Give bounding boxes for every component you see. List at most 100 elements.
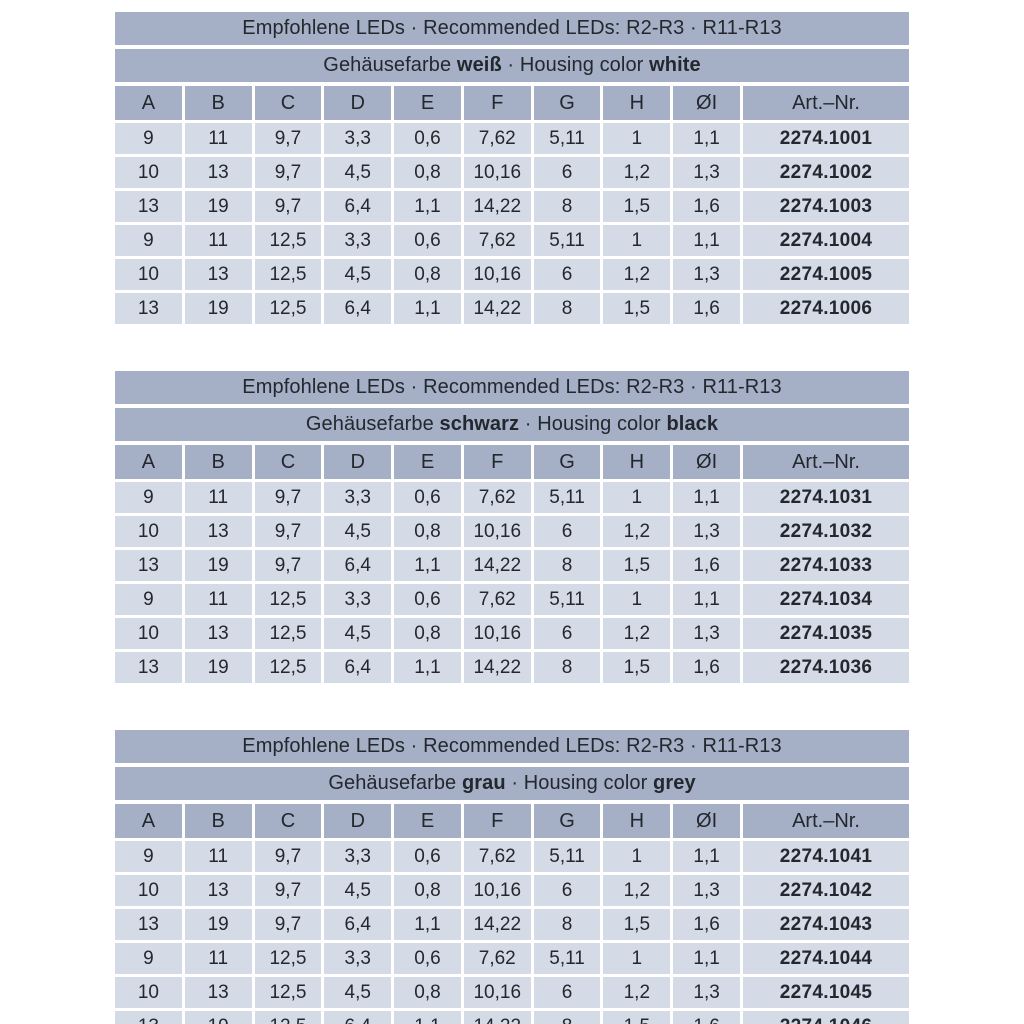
table-cell: 10 — [115, 259, 182, 290]
table-cell: 1,1 — [394, 1011, 461, 1024]
article-number-cell: 2274.1043 — [743, 909, 909, 940]
table-cell: 1 — [603, 841, 671, 872]
table-cell: 0,6 — [394, 482, 461, 513]
table-row: 10 13 9,7 4,5 0,8 10,16 6 1,2 1,3 2274.1042 — [115, 875, 909, 906]
table-cell: 0,6 — [394, 841, 461, 872]
column-header-h: H — [603, 804, 671, 838]
table-cell: 13 — [115, 550, 182, 581]
table-cell: 8 — [533, 1011, 601, 1024]
table-cell: 0,6 — [394, 123, 461, 154]
table-cell: 7,62 — [463, 123, 531, 154]
column-header-h: H — [603, 445, 671, 479]
table-row: 13 19 12,5 6,4 1,1 14,22 8 1,5 1,6 2274.1036 — [115, 652, 909, 683]
table-cell: 9 — [115, 225, 182, 256]
table-cell: 1,1 — [394, 909, 461, 940]
table-subtitle: Gehäusefarbe schwarz · Housing color bla… — [115, 408, 909, 441]
table-cell: 1,5 — [603, 191, 671, 222]
article-number-cell: 2274.1034 — [743, 584, 909, 615]
table-cell: 4,5 — [324, 875, 392, 906]
table-row: 13 19 9,7 6,4 1,1 14,22 8 1,5 1,6 2274.1043 — [115, 909, 909, 940]
table-cell: 10,16 — [463, 516, 531, 547]
article-number-cell: 2274.1031 — [743, 482, 909, 513]
table-row: 9 11 12,5 3,3 0,6 7,62 5,11 1 1,1 2274.1004 — [115, 225, 909, 256]
table-row: 9 11 9,7 3,3 0,6 7,62 5,11 1 1,1 2274.1031 — [115, 482, 909, 513]
table-cell: 19 — [184, 191, 252, 222]
table-cell: 12,5 — [254, 618, 322, 649]
table-cell: 9,7 — [254, 482, 322, 513]
table-title: Empfohlene LEDs · Recommended LEDs: R2-R… — [115, 12, 909, 45]
table-cell: 1,5 — [603, 550, 671, 581]
column-header-a: A — [115, 86, 182, 120]
table-cell: 1,3 — [673, 259, 740, 290]
table-cell: 4,5 — [324, 259, 392, 290]
column-header-c: C — [254, 804, 322, 838]
subtitle-text: · Housing color — [519, 413, 667, 435]
subtitle-text: Gehäusefarbe — [305, 413, 440, 435]
column-header-b: B — [184, 86, 252, 120]
table-cell: 13 — [184, 618, 252, 649]
table-cell: 11 — [184, 943, 252, 974]
table-cell: 6 — [533, 259, 601, 290]
table-cell: 6 — [533, 618, 601, 649]
tables-container: Empfohlene LEDs · Recommended LEDs: R2-R… — [115, 12, 909, 1024]
table-cell: 12,5 — [254, 225, 322, 256]
table-cell: 0,8 — [394, 516, 461, 547]
table-row: 13 19 9,7 6,4 1,1 14,22 8 1,5 1,6 2274.1003 — [115, 191, 909, 222]
table-cell: 0,8 — [394, 157, 461, 188]
table-cell: 1,1 — [394, 191, 461, 222]
table-cell: 12,5 — [254, 1011, 322, 1024]
table-cell: 5,11 — [533, 943, 601, 974]
subtitle-text: Gehäusefarbe — [328, 772, 462, 794]
table-cell: 1,6 — [673, 191, 740, 222]
table-cell: 19 — [184, 909, 252, 940]
table-cell: 9,7 — [254, 516, 322, 547]
column-header-a: A — [115, 804, 182, 838]
table-row: 9 11 9,7 3,3 0,6 7,62 5,11 1 1,1 2274.1001 — [115, 123, 909, 154]
column-header-g: G — [533, 804, 601, 838]
table-cell: 10 — [115, 618, 182, 649]
table-row: 9 11 9,7 3,3 0,6 7,62 5,11 1 1,1 2274.1041 — [115, 841, 909, 872]
column-header-art-nr: Art.–Nr. — [743, 804, 909, 838]
table-cell: 9,7 — [254, 157, 322, 188]
article-number-cell: 2274.1036 — [743, 652, 909, 683]
table-cell: 1 — [603, 943, 671, 974]
table-cell: 1,6 — [673, 652, 740, 683]
table-row: 10 13 9,7 4,5 0,8 10,16 6 1,2 1,3 2274.1002 — [115, 157, 909, 188]
table-cell: 19 — [184, 550, 252, 581]
table-cell: 11 — [184, 841, 252, 872]
housing-color-value: grey — [653, 772, 696, 794]
table-cell: 1,1 — [673, 584, 740, 615]
table-cell: 14,22 — [463, 293, 531, 324]
table-cell: 1 — [603, 225, 671, 256]
table-cell: 10,16 — [463, 875, 531, 906]
column-header-b: B — [184, 804, 252, 838]
housing-color-value: weiß — [456, 54, 502, 76]
table-cell: 6,4 — [324, 909, 392, 940]
table-cell: 12,5 — [254, 584, 322, 615]
table-row: 9 11 12,5 3,3 0,6 7,62 5,11 1 1,1 2274.1034 — [115, 584, 909, 615]
article-number-cell: 2274.1035 — [743, 618, 909, 649]
column-header-b: B — [184, 445, 252, 479]
table-row: 13 19 9,7 6,4 1,1 14,22 8 1,5 1,6 2274.1033 — [115, 550, 909, 581]
table-cell: 1,2 — [603, 618, 671, 649]
table-cell: 5,11 — [533, 225, 601, 256]
table-title: Empfohlene LEDs · Recommended LEDs: R2-R… — [115, 371, 909, 404]
table-row: 13 19 12,5 6,4 1,1 14,22 8 1,5 1,6 2274.1006 — [115, 293, 909, 324]
table-cell: 9 — [115, 943, 182, 974]
table-cell: 7,62 — [463, 482, 531, 513]
table-cell: 8 — [533, 652, 601, 683]
table-cell: 1,5 — [603, 909, 671, 940]
table-cell: 6,4 — [324, 1011, 392, 1024]
table-subtitle: Gehäusefarbe grau · Housing color grey — [115, 767, 909, 800]
table-cell: 1,2 — [603, 259, 671, 290]
article-number-cell: 2274.1006 — [743, 293, 909, 324]
table-cell: 1,2 — [603, 977, 671, 1008]
table-cell: 1,5 — [603, 652, 671, 683]
table-cell: 1,2 — [603, 516, 671, 547]
table-cell: 9 — [115, 584, 182, 615]
table-subtitle: Gehäusefarbe weiß · Housing color white — [115, 49, 909, 82]
table-cell: 4,5 — [324, 157, 392, 188]
table-cell: 5,11 — [533, 584, 601, 615]
column-header-øi: ØI — [673, 86, 740, 120]
